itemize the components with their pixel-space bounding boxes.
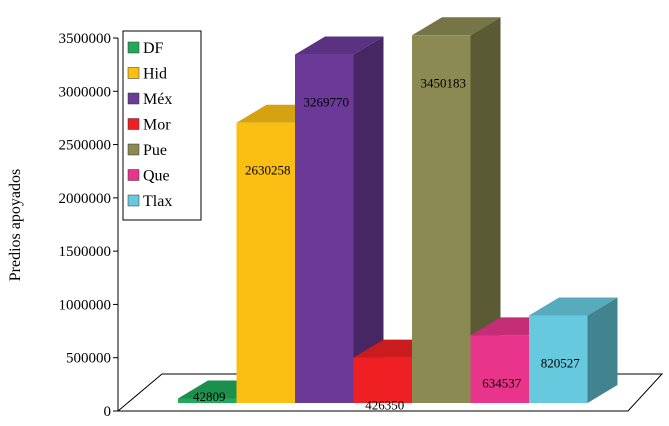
data-label: 42809 (193, 389, 226, 404)
bar-front (529, 315, 588, 403)
bar-top (412, 17, 501, 36)
bar-side (353, 36, 384, 403)
legend-entry-label: Que (143, 168, 170, 185)
data-label: 3450183 (421, 75, 467, 90)
bar-méx: 3269770 (295, 36, 384, 403)
data-label: 2630258 (245, 163, 291, 178)
legend-entry-label: Méx (143, 91, 172, 108)
legend-entry-label: Hid (143, 66, 167, 83)
data-label: 634537 (482, 375, 522, 390)
bar-front (470, 335, 529, 403)
legend-swatch (127, 169, 140, 181)
legend-swatch (127, 41, 140, 54)
bar-front (236, 122, 295, 404)
legend-swatch (127, 143, 140, 156)
legend-swatch (127, 118, 140, 130)
bar-pue: 3450183 (412, 17, 501, 403)
bar-front (412, 35, 471, 403)
data-label: 3269770 (304, 95, 350, 110)
y-tick-label: 2500000 (59, 138, 112, 154)
y-tick-label: 500000 (66, 351, 111, 367)
legend-entry-label: DF (143, 40, 164, 57)
bar-front (178, 398, 237, 403)
bar-front (353, 357, 412, 403)
y-tick-label: 3000000 (59, 84, 112, 100)
y-tick-label: 1000000 (59, 297, 112, 313)
legend-swatch (127, 92, 140, 105)
bar-top (295, 36, 384, 55)
bar-tlax: 820527 (529, 297, 618, 403)
bar-front (295, 54, 354, 403)
y-tick-label: 3500000 (59, 31, 112, 47)
y-tick-label: 1500000 (59, 244, 112, 260)
y-axis-title: Predios apoyados (7, 169, 24, 281)
legend-swatch (127, 194, 140, 207)
legend-entry-label: Tlax (143, 193, 172, 210)
y-tick-label: 0 (104, 404, 112, 420)
bar-side (470, 17, 501, 403)
legend-entry-label: Pue (143, 142, 167, 159)
bar-side (587, 297, 618, 403)
data-label: 426350 (365, 398, 404, 413)
y-tick-label: 2000000 (59, 191, 112, 207)
legend-entry-label: Mor (143, 117, 171, 134)
legend-swatch (127, 67, 140, 79)
data-label: 820527 (541, 356, 581, 371)
bar-top (529, 297, 618, 316)
